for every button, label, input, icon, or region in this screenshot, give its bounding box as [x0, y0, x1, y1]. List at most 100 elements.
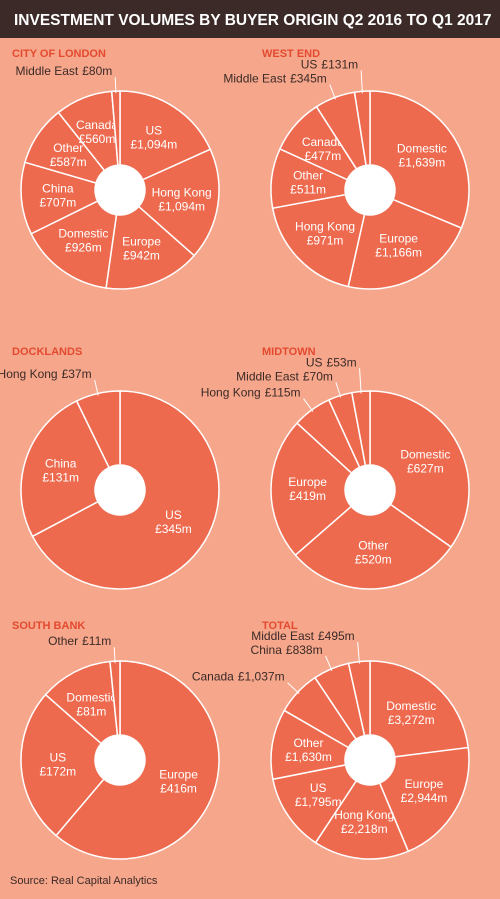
main-title: INVESTMENT VOLUMES BY BUYER ORIGIN Q2 20…	[14, 12, 491, 29]
leader-line	[113, 647, 116, 664]
leader-line	[303, 398, 314, 412]
leader-line	[357, 642, 360, 664]
slice-label: Other £520m	[355, 538, 392, 566]
slice-label: Middle East £495m	[251, 629, 354, 643]
category-label: Other	[293, 736, 323, 750]
source: Source: Real Capital Analytics	[10, 875, 158, 887]
category-label: Other	[53, 141, 83, 155]
value-label: £1,094m	[158, 199, 205, 213]
category-label: Hong Kong	[295, 219, 355, 233]
slice-label: US £1,795m	[295, 781, 342, 809]
category-label: Canada	[76, 118, 118, 132]
value-label: £971m	[307, 233, 344, 247]
value-label: £1,037m	[238, 670, 285, 684]
category-label: Europe	[122, 235, 161, 249]
slice-label: Other £1,630m	[285, 736, 332, 764]
donut-hole	[95, 735, 145, 785]
slice-label: US £53m	[306, 355, 357, 369]
value-label: £942m	[123, 249, 160, 263]
chart-title: WEST END	[262, 48, 320, 60]
value-label: £1,639m	[399, 155, 446, 169]
leader-line	[335, 382, 342, 398]
category-label: Middle East	[223, 71, 286, 85]
category-label: Domestic	[386, 699, 436, 713]
category-label: Hong Kong	[334, 808, 394, 822]
slice-label: Domestic £926m	[58, 226, 108, 254]
slice-label: Domestic £627m	[400, 447, 450, 475]
value-label: £707m	[40, 195, 77, 209]
leader-line	[360, 70, 363, 94]
donut-hole	[345, 735, 395, 785]
category-label: Domestic	[66, 691, 116, 705]
category-label: Canada	[192, 670, 234, 684]
slice-label: Middle East £345m	[223, 71, 326, 85]
value-label: £1,630m	[285, 750, 332, 764]
value-label: £3,272m	[388, 713, 435, 727]
slice	[30, 200, 118, 289]
leader-line	[359, 368, 362, 394]
leader-line	[114, 77, 117, 94]
donut-hole	[345, 165, 395, 215]
slice-label: Europe £416m	[159, 767, 198, 795]
value-label: £37m	[62, 367, 92, 381]
slice-label: Canada £477m	[302, 135, 344, 163]
chart-title: SOUTH BANK	[12, 620, 85, 632]
slice-label: Other £511m	[290, 168, 326, 196]
category-label: Hong Kong	[201, 386, 261, 400]
slice-label: US £345m	[155, 508, 192, 536]
slice	[378, 746, 470, 853]
category-label: Europe	[159, 767, 198, 781]
category-label: Domestic	[58, 226, 108, 240]
value-label: £416m	[160, 781, 197, 795]
category-label: Other	[293, 168, 323, 182]
slice-label: China £707m	[40, 181, 77, 209]
category-label: US	[146, 124, 163, 138]
value-label: £115m	[265, 386, 301, 400]
category-label: US	[301, 57, 318, 71]
title-bar	[0, 0, 500, 38]
slice-label: Other £11m	[48, 634, 111, 648]
slice-label: Europe £419m	[288, 475, 327, 503]
value-label: £560m	[79, 132, 116, 146]
value-label: £70m	[303, 369, 333, 383]
category-label: US	[306, 355, 323, 369]
slice-label: China £131m	[42, 457, 79, 485]
value-label: £1,094m	[131, 138, 178, 152]
value-label: £627m	[407, 461, 444, 475]
slice-label: Canada £560m	[76, 118, 118, 146]
value-label: £172m	[39, 765, 76, 779]
value-label: £345m	[290, 71, 327, 85]
value-label: £1,166m	[375, 245, 422, 259]
category-label: Domestic	[397, 141, 447, 155]
chart-title: DOCKLANDS	[12, 346, 82, 358]
value-label: £11m	[82, 634, 111, 648]
slice-label: US £172m	[39, 751, 76, 779]
chart-title: MIDTOWN	[262, 346, 316, 358]
leader-line	[287, 682, 300, 695]
slice-label: Canada £1,037m	[192, 670, 285, 684]
value-label: £587m	[50, 155, 87, 169]
slice-label: Hong Kong £115m	[201, 386, 301, 400]
value-label: £511m	[290, 182, 326, 196]
category-label: US	[165, 508, 182, 522]
slice-label: Hong Kong £2,218m	[334, 808, 394, 836]
slice-label: US £1,094m	[131, 124, 178, 152]
slice-label: Other £587m	[50, 141, 87, 169]
value-label: £2,218m	[341, 822, 388, 836]
donut-hole	[345, 465, 395, 515]
slice-label: Hong Kong £37m	[0, 367, 92, 381]
category-label: Europe	[288, 475, 327, 489]
value-label: £131m	[321, 57, 358, 71]
category-label: Europe	[379, 231, 418, 245]
slice-label: Hong Kong £1,094m	[152, 185, 212, 213]
value-label: £80m	[82, 64, 112, 78]
value-label: £131m	[42, 471, 79, 485]
category-label: Hong Kong	[152, 185, 212, 199]
slice-label: Domestic £81m	[66, 691, 116, 719]
value-label: £520m	[355, 552, 392, 566]
category-label: China	[42, 181, 74, 195]
leader-line	[94, 379, 99, 396]
category-label: Europe	[405, 777, 444, 791]
